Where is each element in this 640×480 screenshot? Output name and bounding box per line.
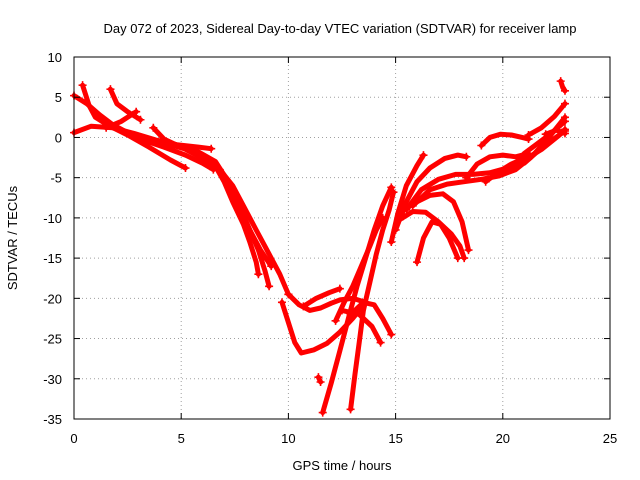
axis-ticks xyxy=(73,56,611,420)
y-tick-label: 5 xyxy=(55,90,62,105)
data-arc-arc-05 xyxy=(103,109,139,131)
plot-frame xyxy=(73,56,611,420)
data-point-end xyxy=(387,183,396,192)
data-point-start xyxy=(284,290,293,299)
data-point-end xyxy=(453,254,462,263)
data-point-start xyxy=(402,205,411,214)
data-point-end xyxy=(132,107,141,116)
chart-title: Day 072 of 2023, Sidereal Day-to-day VTE… xyxy=(103,21,576,36)
data-point-start xyxy=(102,123,111,132)
data-arc-arc-20 xyxy=(393,152,469,233)
data-arc-arc-14 xyxy=(320,184,394,416)
y-tick-label: -10 xyxy=(43,211,62,226)
data-point-start xyxy=(477,141,486,150)
data-arc-arc-33 xyxy=(483,155,527,185)
data-point-start xyxy=(338,306,346,315)
data-point-start xyxy=(314,373,323,382)
data-point-start xyxy=(524,131,533,140)
x-tick-label: 25 xyxy=(603,431,617,446)
data-arc-arc-15 xyxy=(348,189,396,412)
data-point-end xyxy=(207,144,216,153)
data-point-end xyxy=(136,115,145,124)
y-tick-label: -25 xyxy=(43,332,62,347)
data-point-end xyxy=(181,164,190,173)
data-point-end xyxy=(378,213,387,222)
data-point-start xyxy=(541,130,550,139)
data-arc-arc-31 xyxy=(543,127,568,137)
y-axis-label: SDTVAR / TECUs xyxy=(5,185,20,290)
data-arc-arc-18 xyxy=(339,307,384,346)
data-point-end xyxy=(335,284,344,293)
data-point-end xyxy=(560,129,569,138)
data-point-start xyxy=(331,316,340,325)
y-tick-label: -5 xyxy=(50,171,62,186)
data-arc-arc-30 xyxy=(504,128,568,173)
data-point-start xyxy=(215,165,224,174)
y-tick-label: -35 xyxy=(43,412,62,427)
data-point-start xyxy=(408,201,417,210)
data-point-start xyxy=(462,173,471,182)
data-point-start xyxy=(160,139,169,148)
data-point-end xyxy=(316,377,325,386)
data-point-end xyxy=(376,338,385,347)
data-point-start xyxy=(346,405,355,414)
data-point-start xyxy=(277,298,286,307)
data-point-start xyxy=(481,177,490,186)
data-arc-arc-17 xyxy=(348,299,394,337)
data-point-end xyxy=(389,188,398,197)
data-point-end xyxy=(265,282,274,291)
data-point-start xyxy=(78,81,87,90)
data-traces xyxy=(70,77,569,417)
data-point-end xyxy=(464,246,473,255)
data-point-end xyxy=(254,270,263,279)
data-arc-arc-01 xyxy=(71,123,214,152)
data-arc-arc-27 xyxy=(478,131,531,148)
data-point-start xyxy=(413,258,422,267)
y-tick-labels: -35 -30 -25 -20 -15 -10 -5 0 5 10 xyxy=(43,50,62,427)
data-arc-arc-03 xyxy=(80,82,188,171)
data-point-end xyxy=(462,152,471,161)
y-tick-label: 10 xyxy=(48,50,62,65)
y-tick-label: -30 xyxy=(43,372,62,387)
data-point-end xyxy=(267,262,276,271)
y-tick-label: -20 xyxy=(43,291,62,306)
data-point-start xyxy=(391,225,400,234)
y-tick-label: 0 xyxy=(55,130,62,145)
data-point-end xyxy=(520,154,529,163)
data-point-end xyxy=(560,86,569,95)
data-arc-arc-23 xyxy=(414,219,461,265)
data-point-start xyxy=(149,123,158,132)
x-tick-label: 0 xyxy=(70,431,77,446)
x-tick-label: 10 xyxy=(281,431,295,446)
x-axis-label: GPS time / hours xyxy=(293,458,392,473)
data-arc-arc-09 xyxy=(217,167,272,289)
x-tick-label: 15 xyxy=(388,431,402,446)
x-tick-label: 5 xyxy=(178,431,185,446)
data-point-start xyxy=(106,85,115,94)
data-point-end xyxy=(560,117,569,126)
data-point-end xyxy=(560,99,569,108)
data-point-end xyxy=(387,330,396,339)
data-arc-arc-12 xyxy=(300,286,343,309)
data-point-start xyxy=(395,215,404,224)
x-tick-labels: 0 5 10 15 20 25 xyxy=(70,431,617,446)
data-point-start xyxy=(318,408,327,417)
data-point-start xyxy=(299,302,308,311)
data-arc-arc-29 xyxy=(526,101,568,138)
x-tick-label: 20 xyxy=(496,431,510,446)
data-point-end xyxy=(419,151,428,160)
data-point-start xyxy=(387,238,396,247)
data-arc-arc-26 xyxy=(463,151,531,181)
y-tick-label: -15 xyxy=(43,251,62,266)
data-arc-arc-16 xyxy=(333,215,386,324)
data-point-start xyxy=(198,152,207,161)
data-point-start xyxy=(556,77,565,86)
